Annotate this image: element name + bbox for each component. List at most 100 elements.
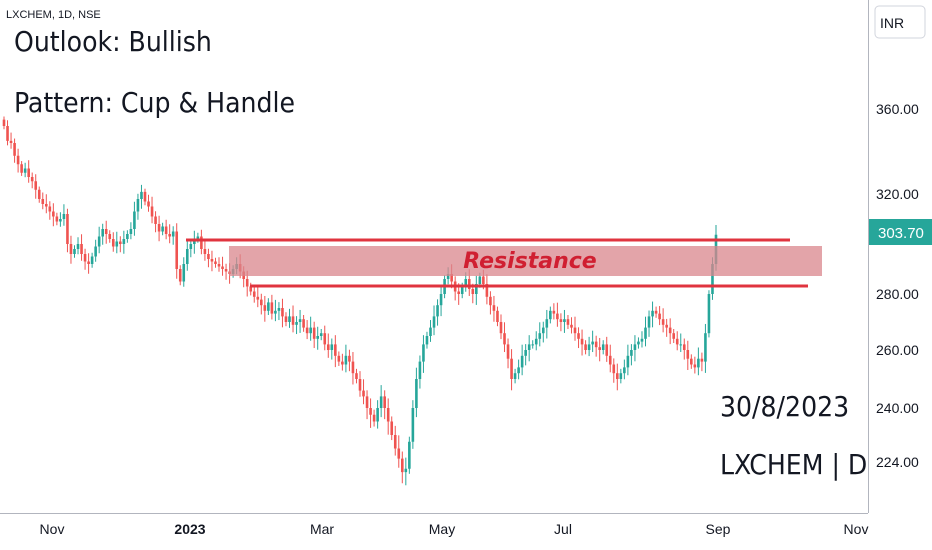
candle-body <box>16 155 20 165</box>
candle-body <box>418 361 422 379</box>
candle-body <box>566 319 570 325</box>
candle-body <box>288 316 291 322</box>
candle-body <box>601 344 605 350</box>
note-outlook: Outlook: Bullish <box>14 25 212 58</box>
candle-body <box>108 234 112 239</box>
candle-body <box>503 333 506 345</box>
candle-body <box>362 390 365 397</box>
price-tick-label: 260.00 <box>876 342 919 358</box>
candle-body <box>376 408 379 422</box>
candle-body <box>249 286 253 292</box>
candle-body <box>175 231 179 269</box>
candle-body <box>432 316 436 328</box>
candle-body <box>147 201 150 207</box>
candle-body <box>214 261 217 264</box>
candle-body <box>66 214 69 244</box>
time-tick-label: Mar <box>310 521 334 537</box>
candle-body <box>217 264 221 267</box>
candle-body <box>263 305 267 311</box>
candle-body <box>13 143 16 156</box>
candle-body <box>390 421 394 435</box>
candle-body <box>379 396 383 408</box>
candle-body <box>41 199 45 204</box>
price-tick-label: 320.00 <box>876 186 919 202</box>
candle-body <box>545 319 549 328</box>
note-pattern: Pattern: Cup & Handle <box>14 86 295 119</box>
candle-body <box>690 358 693 365</box>
candle-body <box>626 355 630 368</box>
candle-body <box>598 347 601 350</box>
candle-body <box>44 204 48 207</box>
candle-body <box>94 246 97 257</box>
candle-body <box>6 126 9 141</box>
time-tick-label: May <box>429 521 455 537</box>
candle-body <box>185 249 189 264</box>
candle-body <box>2 119 6 126</box>
candle-body <box>73 249 76 254</box>
price-tick-label: 240.00 <box>876 400 919 416</box>
candle-body <box>397 448 401 459</box>
candle-body <box>256 296 260 300</box>
candle-body <box>270 302 274 314</box>
candle-body <box>429 327 432 336</box>
candle-body <box>513 373 517 379</box>
candle-body <box>661 319 665 325</box>
candle-body <box>302 319 305 328</box>
candle-body <box>471 289 475 294</box>
candle-body <box>284 316 288 322</box>
candle-body <box>104 229 108 234</box>
candle-body <box>221 266 224 269</box>
time-tick-label: Sep <box>706 521 731 537</box>
candle-body <box>556 313 559 320</box>
candle-body <box>224 269 228 272</box>
candle-body <box>404 468 408 473</box>
candle-body <box>520 355 524 368</box>
candle-body <box>37 189 41 199</box>
candle-body <box>668 327 672 334</box>
candle-body <box>630 350 633 356</box>
time-tick-label: Jul <box>554 521 572 537</box>
candle-body <box>619 373 623 379</box>
candle-body <box>534 338 538 345</box>
candle-body <box>682 344 686 350</box>
candle-body <box>580 338 584 345</box>
candle-body <box>464 279 468 287</box>
candle-body <box>383 396 386 408</box>
candle-body <box>309 327 312 334</box>
currency-box[interactable] <box>874 5 926 39</box>
candle-body <box>541 327 545 334</box>
candle-body <box>478 276 482 284</box>
candle-body <box>330 344 334 350</box>
candle-body <box>577 333 580 339</box>
candle-body <box>467 279 471 289</box>
candle-body <box>111 239 115 247</box>
candle-body <box>422 344 425 362</box>
time-axis-labels: Nov 2023 Mar May Jul Sep Nov <box>40 521 869 537</box>
candle-body <box>136 199 140 212</box>
candle-body <box>482 276 485 284</box>
candle-body <box>644 327 647 339</box>
candle-body <box>55 216 59 222</box>
candle-body <box>372 414 376 422</box>
candle-body <box>563 319 566 322</box>
candle-body <box>665 324 668 328</box>
candle-body <box>23 168 27 173</box>
candle-body <box>76 244 80 249</box>
candle-body <box>675 338 679 345</box>
candle-body <box>637 341 640 345</box>
candle-body <box>658 313 661 320</box>
candle-body <box>348 355 351 362</box>
candle-body <box>552 310 556 314</box>
candle-body <box>157 224 161 232</box>
candle-body <box>672 333 676 339</box>
candle-body <box>277 308 281 311</box>
price-axis-labels: 360.00 320.00 280.00 260.00 240.00 224.00 <box>876 101 919 470</box>
candle-body <box>341 361 344 365</box>
title-label: LXCHEM | D <box>720 448 867 481</box>
candle-body <box>605 344 609 356</box>
candle-body <box>697 358 700 368</box>
currency-label: INR <box>880 15 904 31</box>
candle-body <box>319 333 323 336</box>
candle-body <box>150 206 154 217</box>
candle-body <box>549 310 552 320</box>
